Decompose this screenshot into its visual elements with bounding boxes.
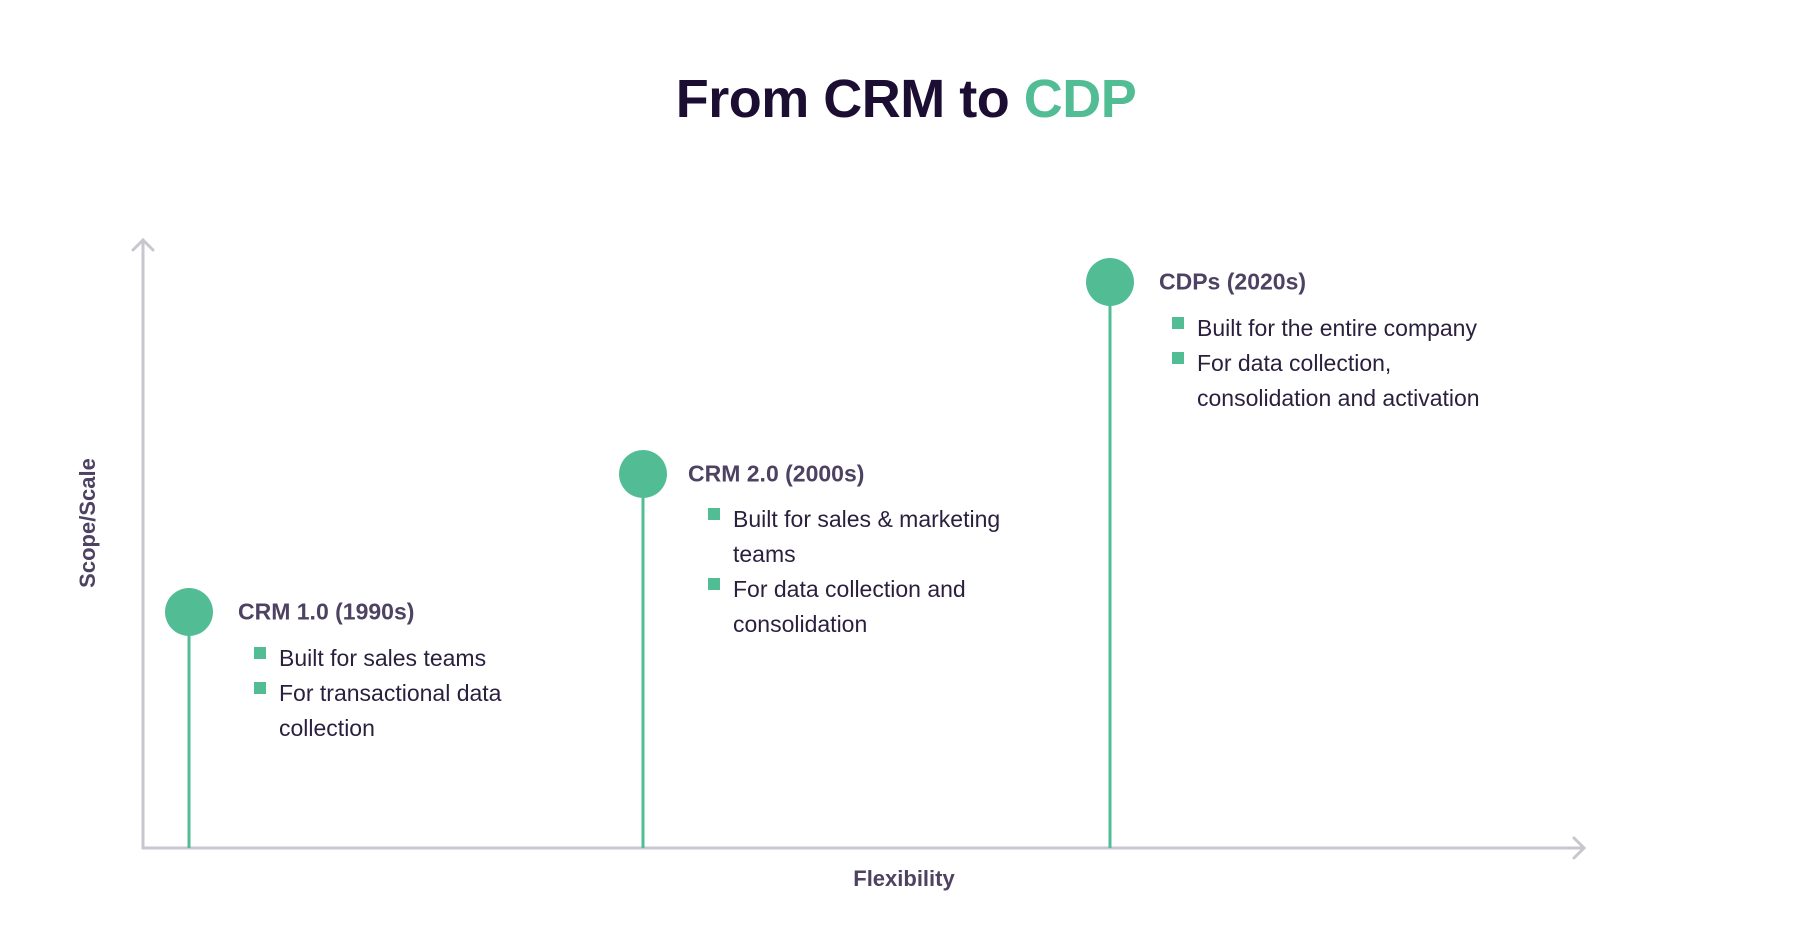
bullet-text: collection	[279, 715, 375, 741]
stage-marker	[165, 588, 213, 636]
y-axis-arrow	[131, 237, 155, 252]
title-accent: CDP	[1023, 69, 1137, 129]
stage-bullet: Built for sales teams	[254, 641, 487, 676]
stage-marker	[619, 450, 667, 498]
y-axis-label: Scope/Scale	[75, 458, 100, 588]
stage-bullet: For data collection, consolidation and ac…	[1172, 346, 1480, 416]
title-text: From CRM to	[675, 69, 1024, 129]
bullet-text: consolidation	[733, 611, 868, 637]
stage-bullet: Built for the entire company	[1172, 311, 1477, 346]
stage-marker	[1086, 258, 1134, 306]
bullet-square-icon	[708, 578, 720, 590]
bullet-square-icon	[254, 647, 266, 659]
stage-label: CDPs (2020s)	[1159, 268, 1307, 295]
x-axis-label: Flexibility	[853, 866, 955, 891]
stage-bullet: For data collection and consolidation	[708, 572, 966, 642]
bullet-text: Built for the entire company	[1197, 315, 1477, 341]
bullet-square-icon	[1172, 352, 1184, 364]
bullet-text: For data collection and	[733, 576, 966, 602]
bullet-square-icon	[1172, 317, 1184, 329]
stage-label: CRM 1.0 (1990s)	[238, 598, 415, 625]
bullet-square-icon	[254, 682, 266, 694]
bullet-text: For transactional data	[279, 680, 502, 706]
bullet-square-icon	[708, 508, 720, 520]
page-title: From CRM to CDP	[0, 68, 1800, 130]
x-axis-arrow	[1572, 836, 1587, 860]
bullet-text: For data collection,	[1197, 350, 1392, 376]
bullet-text: teams	[733, 541, 796, 567]
bullet-text: Built for sales teams	[279, 645, 487, 671]
stage-bullet: Built for sales & marketing teams	[708, 502, 1001, 572]
stage-bullet: For transactional data collection	[254, 676, 502, 746]
stage-label: CRM 2.0 (2000s)	[688, 460, 865, 487]
bullet-text: Built for sales & marketing	[733, 506, 1001, 532]
bullet-text: consolidation and activation	[1197, 385, 1480, 411]
